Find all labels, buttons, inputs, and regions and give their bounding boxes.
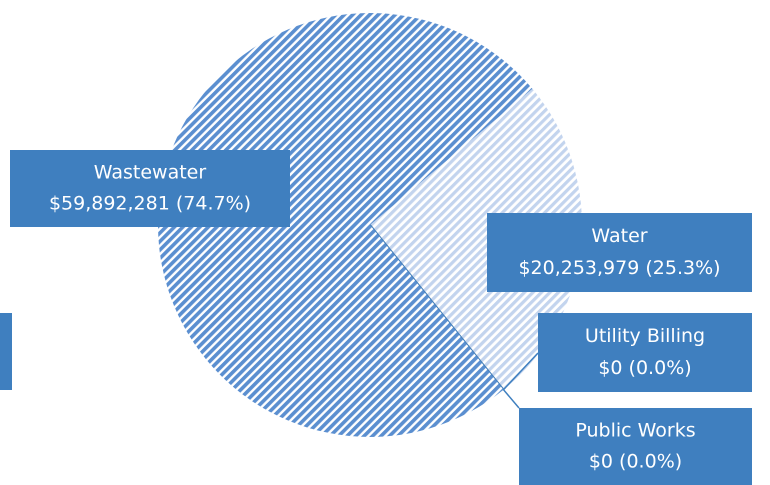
leader-line [502,389,520,409]
label-box [10,150,290,227]
offscreen-label-box [0,313,12,390]
label-value: $0 (0.0%) [589,450,682,472]
label-box [538,313,752,392]
label-box [519,408,752,485]
leader-line [502,352,539,391]
pie [158,13,583,438]
label-value: $59,892,281 (74.7%) [49,192,251,214]
label-name: Wastewater [94,162,207,184]
pie-slice [370,88,583,390]
label-box [487,213,752,292]
data-labels: Water $20,253,979 (25.3%) Utility Billing $… [10,150,752,485]
pie-slice [158,13,533,438]
label-name: Water [591,225,647,247]
label-value: $0 (0.0%) [598,357,691,379]
label-name: Utility Billing [585,325,705,347]
label-value: $20,253,979 (25.3%) [518,257,720,279]
label-name: Public Works [575,420,695,442]
